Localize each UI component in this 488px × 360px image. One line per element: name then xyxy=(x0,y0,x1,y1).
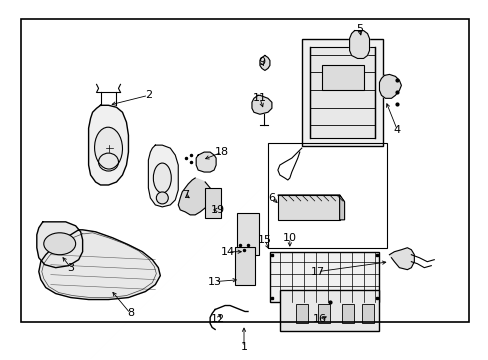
Text: 1: 1 xyxy=(240,342,247,352)
Text: 5: 5 xyxy=(355,24,362,33)
Polygon shape xyxy=(277,195,344,202)
Polygon shape xyxy=(349,31,369,58)
Polygon shape xyxy=(260,55,269,71)
Text: 9: 9 xyxy=(258,58,265,67)
Bar xyxy=(321,66,363,90)
Polygon shape xyxy=(196,152,216,172)
Text: 13: 13 xyxy=(208,276,222,287)
Polygon shape xyxy=(88,105,128,185)
Polygon shape xyxy=(178,178,212,215)
Ellipse shape xyxy=(153,163,171,193)
Bar xyxy=(341,303,353,323)
Polygon shape xyxy=(39,230,160,300)
Polygon shape xyxy=(148,145,178,207)
Polygon shape xyxy=(388,248,413,270)
Text: 11: 11 xyxy=(252,93,266,103)
Text: 6: 6 xyxy=(268,193,275,203)
Bar xyxy=(269,252,379,302)
Bar xyxy=(205,188,221,218)
Text: 2: 2 xyxy=(144,90,152,100)
Text: 14: 14 xyxy=(221,247,235,257)
Bar xyxy=(277,195,339,220)
Text: 10: 10 xyxy=(282,233,296,243)
Circle shape xyxy=(156,192,168,204)
Bar xyxy=(301,39,383,146)
Text: 19: 19 xyxy=(211,205,224,215)
Bar xyxy=(295,303,307,323)
Text: 8: 8 xyxy=(126,309,134,319)
Bar xyxy=(361,303,373,323)
Text: 7: 7 xyxy=(182,190,188,200)
Polygon shape xyxy=(37,222,82,268)
Bar xyxy=(309,46,375,138)
Polygon shape xyxy=(339,195,344,220)
Text: 16: 16 xyxy=(312,314,326,324)
Bar xyxy=(267,143,386,248)
Polygon shape xyxy=(251,95,271,114)
Text: 15: 15 xyxy=(257,235,271,245)
Text: 17: 17 xyxy=(310,267,324,276)
Bar xyxy=(235,247,254,285)
Ellipse shape xyxy=(94,127,122,169)
Ellipse shape xyxy=(44,233,76,255)
Bar xyxy=(317,303,329,323)
FancyBboxPatch shape xyxy=(279,289,379,332)
Text: 4: 4 xyxy=(393,125,400,135)
Bar xyxy=(21,19,468,323)
Text: 18: 18 xyxy=(215,147,229,157)
Bar xyxy=(237,213,259,255)
Text: 12: 12 xyxy=(211,314,224,324)
Polygon shape xyxy=(379,75,401,98)
Text: 3: 3 xyxy=(67,263,74,273)
